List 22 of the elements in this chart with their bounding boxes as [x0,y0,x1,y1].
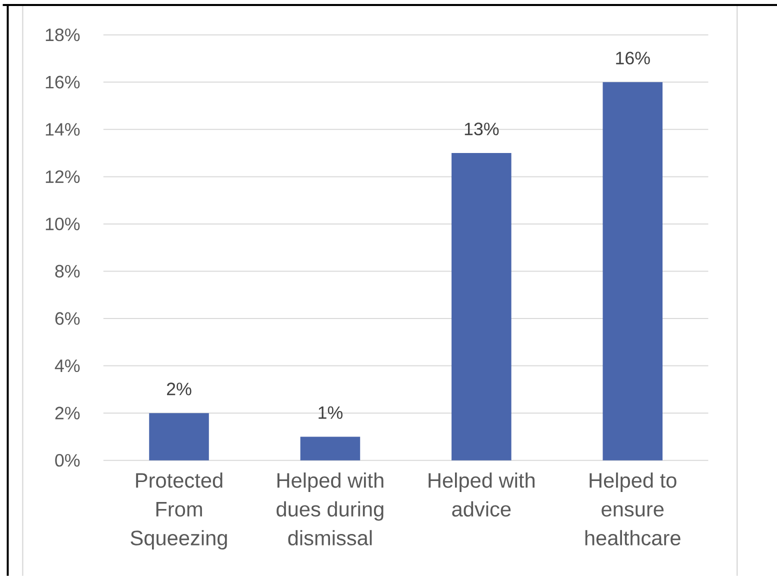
y-tick-label: 8% [55,264,80,278]
y-tick-label: 16% [46,76,80,88]
data-label: 1% [318,406,343,419]
y-tick-label: 6% [55,312,80,325]
bar [300,436,360,460]
y-tick-label: 0% [55,454,80,467]
data-label: 13% [464,122,499,136]
data-label: 2% [167,382,192,396]
data-label: 16% [616,52,650,64]
y-tick-label: 18% [46,28,80,42]
y-tick-label: 2% [55,406,80,420]
x-tick-label: Helped to ensure healthcare [585,472,680,546]
x-tick-label: Protected From Squeezing [130,472,227,550]
x-tick-label: Helped with dues during dismissal [276,472,384,546]
x-tick-label: Helped with advice [428,472,535,517]
y-tick-label: 4% [54,360,80,372]
bar [149,413,209,460]
y-tick-label: 10% [46,218,80,230]
bar [452,153,512,460]
bar [602,82,663,460]
y-tick-label: 14% [46,123,80,136]
y-tick-label: 12% [46,170,80,184]
